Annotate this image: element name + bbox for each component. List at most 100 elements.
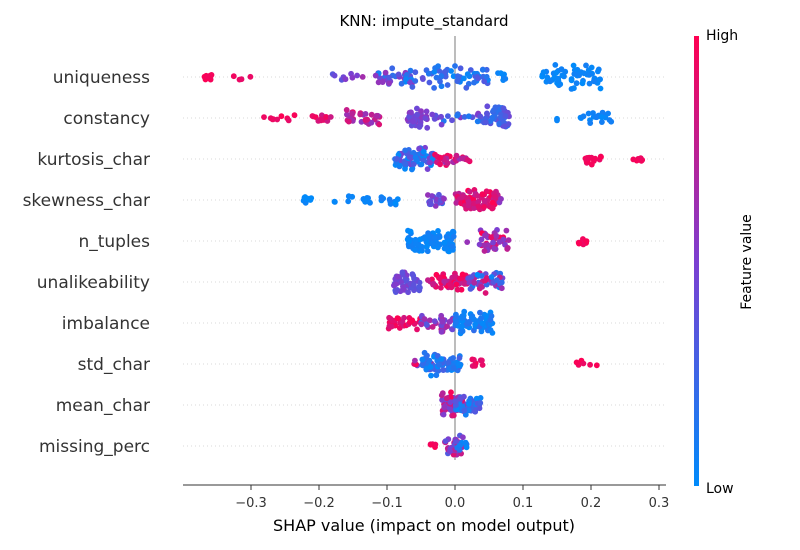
shap-point: [429, 240, 436, 247]
shap-point: [481, 78, 488, 85]
shap-point: [450, 73, 457, 80]
shap-point: [431, 69, 438, 75]
shap-point: [459, 271, 466, 278]
shap-point: [437, 161, 443, 168]
shap-point: [478, 315, 484, 321]
shap-point: [452, 398, 459, 405]
shap-point: [424, 124, 431, 131]
shap-point: [465, 198, 472, 205]
shap-point: [578, 69, 584, 76]
shap-point: [608, 118, 615, 125]
shap-point: [331, 72, 338, 79]
shap-point: [437, 154, 444, 161]
shap-point: [459, 193, 466, 200]
shap-point: [406, 154, 413, 160]
shap-point: [544, 74, 551, 81]
shap-point: [464, 319, 471, 325]
shap-point: [406, 113, 412, 120]
shap-point: [438, 83, 445, 90]
shap-point: [444, 82, 451, 88]
shap-point: [584, 155, 590, 162]
shap-point: [472, 408, 479, 415]
shap-point: [364, 116, 371, 123]
shap-point: [414, 326, 420, 333]
x-axis-ticks: −0.3 −0.2 −0.1 0.0 0.1 0.2 0.3: [235, 485, 669, 511]
shap-point: [471, 205, 477, 212]
x-tick-label: 0.1: [513, 496, 534, 511]
shap-point: [389, 65, 396, 72]
shap-point: [373, 112, 380, 119]
shap-point: [407, 67, 414, 74]
shap-point: [502, 75, 509, 82]
shap-point: [496, 120, 503, 127]
shap-point: [593, 114, 600, 121]
shap-point: [238, 76, 245, 83]
shap-point: [586, 72, 592, 78]
shap-point: [421, 349, 428, 356]
shap-point: [471, 79, 477, 86]
shap-point: [430, 280, 437, 287]
shap-point: [410, 118, 417, 125]
shap-point: [435, 63, 441, 70]
x-axis-title: SHAP value (impact on model output): [273, 516, 575, 535]
shap-point: [598, 114, 605, 121]
shap-point: [465, 407, 472, 414]
shap-point: [331, 198, 338, 205]
colorbar: [694, 36, 699, 486]
shap-point: [454, 73, 461, 80]
shap-point: [432, 203, 439, 209]
shap-point: [478, 284, 485, 290]
shap-point: [447, 281, 453, 288]
shap-point: [443, 245, 449, 252]
shap-point: [489, 204, 496, 211]
shap-point: [491, 245, 498, 252]
shap-point: [482, 232, 488, 239]
shap-point: [554, 117, 560, 124]
feature-label: std_char: [78, 355, 150, 375]
shap-point: [431, 116, 438, 122]
shap-point: [463, 84, 470, 91]
shap-point: [278, 113, 285, 120]
shap-point: [459, 328, 466, 335]
shap-point: [386, 80, 392, 87]
shap-point: [379, 195, 385, 202]
shap-point: [473, 395, 480, 402]
shap-point: [552, 62, 559, 68]
shap-point: [438, 328, 445, 335]
shap-point: [424, 243, 430, 250]
shap-point: [500, 105, 507, 112]
shap-point: [401, 314, 407, 321]
shap-point: [479, 362, 486, 368]
colorbar-title: Feature value: [739, 214, 755, 310]
shap-point: [460, 434, 466, 441]
shap-point: [438, 121, 445, 128]
shap-point: [592, 155, 599, 162]
shap-point: [450, 233, 457, 240]
shap-point: [465, 401, 472, 407]
shap-point: [349, 74, 356, 81]
shap-point: [410, 149, 417, 156]
x-tick-label: 0.0: [445, 496, 466, 511]
shap-point: [386, 196, 393, 203]
shap-point: [467, 67, 474, 73]
shap-point: [540, 69, 547, 76]
shap-point: [459, 323, 466, 330]
shap-point: [481, 242, 488, 249]
shap-point: [444, 323, 450, 330]
shap-point: [409, 84, 416, 90]
shap-point: [487, 317, 494, 323]
shap-point: [450, 355, 456, 361]
shap-point: [464, 157, 471, 163]
shap-point: [456, 355, 463, 361]
shap-point: [450, 412, 457, 419]
shap-point: [502, 113, 509, 120]
shap-point: [436, 362, 442, 368]
shap-point: [449, 326, 455, 332]
shap-point: [562, 68, 569, 75]
shap-point: [372, 72, 379, 79]
shap-point: [342, 76, 349, 83]
shap-point: [417, 236, 423, 243]
shap-point: [454, 112, 461, 119]
shap-point: [386, 74, 392, 81]
